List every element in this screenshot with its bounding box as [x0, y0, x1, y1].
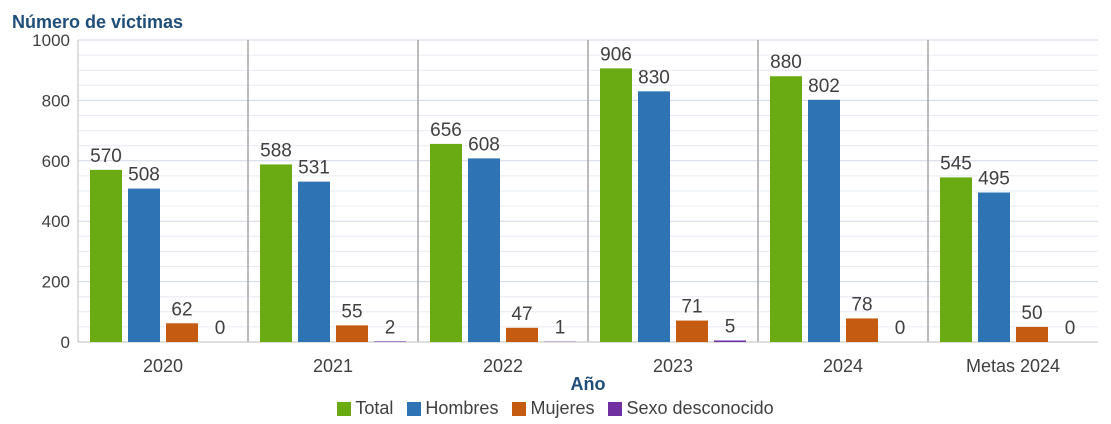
- y-tick-label: 1000: [32, 31, 70, 50]
- bar-sexo-desconocido-2021: [374, 341, 406, 342]
- y-axis-title: Número de victimas: [12, 12, 184, 32]
- x-tick-label: 2024: [823, 356, 863, 376]
- data-label: 495: [978, 169, 1010, 190]
- bar-total-2024: [770, 76, 802, 343]
- y-tick-label: 0: [61, 333, 70, 352]
- legend-label: Sexo desconocido: [626, 398, 774, 418]
- legend-label: Hombres: [425, 398, 499, 418]
- legend: Total Hombres Mujeres Sexo desconocido: [0, 398, 1111, 419]
- legend-swatch: [512, 401, 527, 416]
- y-tick-label: 600: [42, 152, 70, 171]
- x-tick-label: 2020: [143, 356, 183, 376]
- x-tick-label: 2023: [653, 356, 693, 376]
- data-label: 656: [430, 120, 462, 141]
- data-label: 830: [638, 67, 670, 88]
- data-label: 0: [215, 318, 226, 339]
- bars: [90, 68, 1086, 343]
- data-label: 50: [1021, 303, 1042, 324]
- bar-hombres-2022: [468, 158, 500, 342]
- data-label: 1: [555, 318, 566, 339]
- data-label: 0: [1065, 318, 1076, 339]
- data-label: 588: [260, 140, 292, 161]
- data-label: 531: [298, 158, 330, 179]
- data-label: 880: [770, 52, 802, 73]
- data-label: 570: [90, 146, 122, 167]
- bar-mujeres-metas-2024: [1016, 326, 1048, 342]
- bar-sexo-desconocido-2023: [714, 340, 746, 342]
- bar-mujeres-2021: [336, 325, 368, 342]
- legend-item: Total: [337, 398, 393, 419]
- bar-hombres-metas-2024: [978, 192, 1010, 342]
- data-label: 0: [895, 318, 906, 339]
- data-label: 62: [171, 299, 192, 320]
- legend-swatch: [407, 401, 422, 416]
- legend-swatch: [608, 401, 623, 416]
- data-label: 78: [851, 294, 872, 315]
- data-label: 47: [511, 304, 532, 325]
- data-label: 906: [600, 44, 632, 65]
- x-axis-title: Año: [571, 374, 606, 394]
- data-label: 508: [128, 165, 160, 186]
- legend-item: Hombres: [407, 398, 498, 419]
- data-label: 2: [385, 317, 396, 338]
- bar-hombres-2024: [808, 99, 840, 343]
- y-tick-label: 800: [42, 91, 70, 110]
- bar-mujeres-2024: [846, 318, 878, 342]
- category-separators: [247, 40, 929, 342]
- bar-total-2022: [430, 143, 462, 342]
- data-label: 5: [725, 316, 736, 337]
- data-label: 608: [468, 134, 500, 155]
- bar-hombres-2020: [128, 188, 160, 342]
- bar-mujeres-2022: [506, 327, 538, 342]
- x-tick-label: Metas 2024: [966, 356, 1060, 376]
- x-tick-label: 2022: [483, 356, 523, 376]
- data-label: 545: [940, 153, 972, 174]
- bar-mujeres-2020: [166, 323, 198, 342]
- legend-swatch: [337, 401, 352, 416]
- y-tick-label: 400: [42, 212, 70, 231]
- bar-total-2020: [90, 169, 122, 342]
- legend-item: Mujeres: [512, 398, 594, 419]
- axes: [77, 40, 1098, 343]
- data-label: 71: [681, 297, 702, 318]
- bar-mujeres-2023: [676, 320, 708, 342]
- data-label: 55: [341, 301, 362, 322]
- legend-label: Mujeres: [530, 398, 595, 418]
- bar-total-metas-2024: [940, 177, 972, 342]
- legend-item: Sexo desconocido: [608, 398, 774, 419]
- data-labels: 570 508 62 0 588 531 55 2 656 608 47 1 906 830 71 5 880 8…: [90, 44, 1075, 339]
- bar-hombres-2023: [638, 91, 670, 342]
- bar-total-2021: [260, 164, 292, 342]
- x-tick-label: 2021: [313, 356, 353, 376]
- legend-label: Total: [355, 398, 394, 418]
- data-label: 802: [808, 76, 840, 97]
- y-tick-label: 200: [42, 273, 70, 292]
- bar-total-2023: [600, 68, 632, 342]
- bar-hombres-2021: [298, 181, 330, 342]
